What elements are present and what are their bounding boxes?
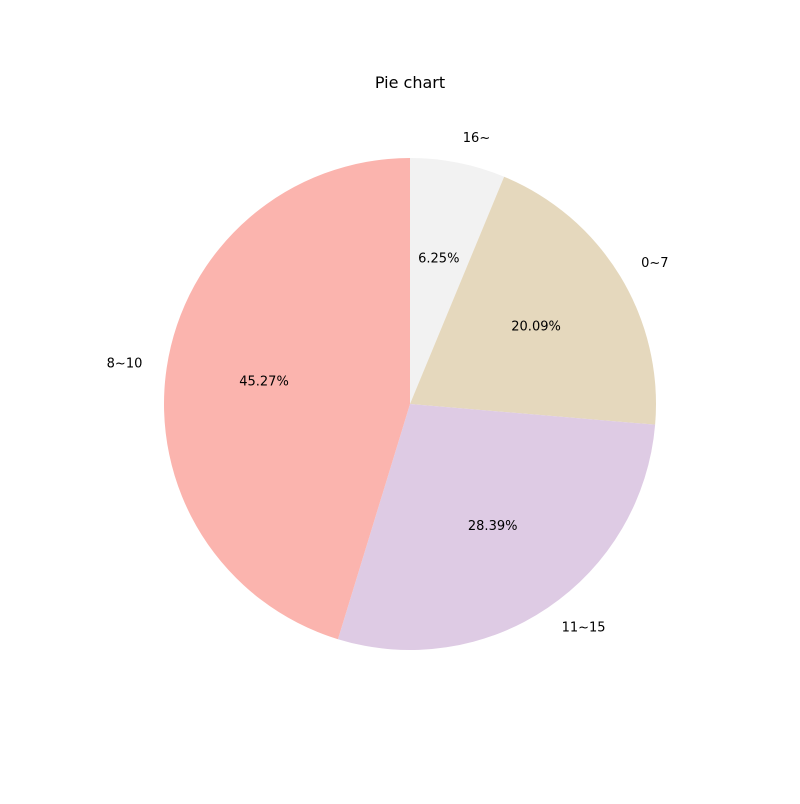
slice-percent-label: 20.09% — [511, 320, 561, 335]
slice-percent-label: 45.27% — [239, 375, 289, 390]
slice-category-label: 8~10 — [107, 356, 143, 371]
slice-category-label: 16~ — [463, 131, 490, 146]
pie-slice — [337, 404, 656, 650]
category-labels-layer: 16~ 0~7 11~15 8~10 — [107, 131, 669, 636]
percent-labels-layer: 6.25% 20.09% 28.39% 45.27% — [239, 252, 561, 534]
pie-slice — [163, 158, 410, 640]
slice-category-label: 11~15 — [562, 621, 606, 636]
chart-title: Pie chart — [375, 73, 445, 92]
slice-category-label: 0~7 — [641, 256, 668, 271]
slice-percent-label: 28.39% — [468, 519, 518, 534]
slices-layer — [163, 158, 657, 650]
pie-slice — [410, 158, 505, 404]
slice-percent-label: 6.25% — [418, 252, 459, 267]
pie-slice — [410, 176, 657, 425]
